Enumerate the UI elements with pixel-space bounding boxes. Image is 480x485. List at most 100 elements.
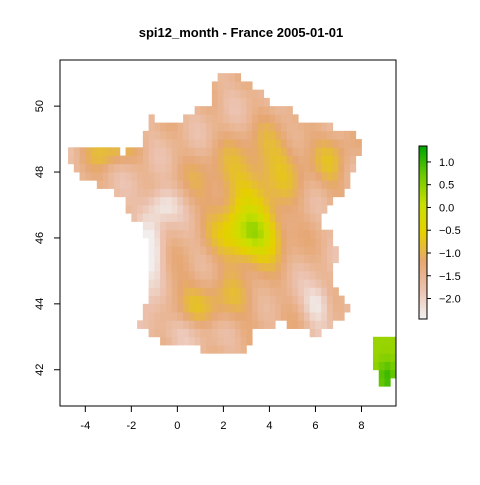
- raster-cell: [234, 295, 242, 305]
- raster-cell: [263, 147, 270, 156]
- raster-cell: [298, 172, 305, 181]
- raster-cell: [148, 163, 155, 173]
- legend-color-step: [419, 218, 427, 222]
- raster-cell: [326, 237, 334, 247]
- raster-cell: [240, 89, 247, 99]
- raster-cell: [298, 163, 305, 173]
- y-tick-label: 50: [34, 100, 46, 112]
- raster-cell: [315, 246, 322, 255]
- raster-cell: [349, 155, 357, 165]
- raster-cell: [188, 295, 196, 305]
- raster-cell: [148, 279, 155, 288]
- raster-cell: [131, 196, 138, 206]
- raster-cell: [234, 336, 242, 346]
- raster-cell: [263, 213, 270, 222]
- raster-cell: [206, 114, 213, 124]
- raster-cell: [165, 229, 173, 239]
- raster-cell: [286, 287, 293, 297]
- raster-cell: [309, 147, 316, 156]
- raster-cell: [252, 97, 259, 107]
- raster-cell: [171, 155, 178, 165]
- raster-cell: [372, 336, 380, 346]
- raster-cell: [154, 295, 161, 305]
- legend-color-step: [419, 189, 427, 193]
- raster-cell: [194, 196, 201, 206]
- raster-cell: [194, 254, 201, 264]
- raster-cell: [114, 155, 121, 165]
- raster-cell: [188, 279, 196, 288]
- raster-cell: [211, 213, 219, 222]
- x-tick-label: -2: [126, 420, 136, 432]
- raster-cell: [229, 188, 236, 198]
- raster-cell: [252, 287, 259, 297]
- raster-cell: [240, 336, 247, 346]
- raster-cell: [194, 114, 201, 124]
- raster-cell: [217, 270, 224, 280]
- raster-cell: [223, 106, 230, 115]
- raster-cell: [160, 188, 167, 198]
- raster-cell: [275, 221, 282, 231]
- raster-cell: [303, 303, 311, 313]
- raster-cell: [165, 163, 173, 173]
- raster-cell: [154, 155, 161, 165]
- raster-cell: [211, 89, 219, 99]
- raster-cell: [85, 155, 92, 165]
- raster-cell: [148, 196, 155, 206]
- raster-cell: [292, 172, 299, 181]
- raster-cell: [240, 345, 247, 354]
- raster-cell: [263, 262, 270, 272]
- raster-cell: [303, 122, 311, 132]
- legend-color-step: [419, 171, 427, 176]
- raster-cell: [85, 172, 92, 181]
- raster-cell: [183, 237, 190, 247]
- raster-cell: [332, 163, 339, 173]
- raster-cell: [252, 270, 259, 280]
- raster-cell: [269, 213, 276, 222]
- raster-cell: [326, 163, 334, 173]
- raster-cell: [217, 81, 224, 91]
- raster-cell: [148, 287, 155, 297]
- raster-cell: [217, 254, 224, 264]
- raster-cell: [263, 180, 270, 189]
- raster-cell: [298, 262, 305, 272]
- raster-cell: [303, 254, 311, 264]
- raster-cell: [240, 204, 247, 214]
- raster-cell: [298, 213, 305, 222]
- raster-cell: [275, 188, 282, 198]
- raster-cell: [171, 295, 178, 305]
- raster-cell: [165, 221, 173, 231]
- legend-tick-label: −2.0: [439, 294, 461, 306]
- raster-cell: [246, 188, 253, 198]
- raster-cell: [252, 122, 259, 132]
- raster-cell: [338, 130, 345, 140]
- raster-cell: [321, 172, 328, 181]
- raster-cell: [303, 172, 311, 181]
- raster-cell: [240, 106, 247, 115]
- raster-cell: [286, 295, 293, 305]
- raster-cell: [321, 237, 328, 247]
- raster-cell: [280, 279, 288, 288]
- legend-color-step: [419, 284, 427, 288]
- raster-cell: [286, 229, 293, 239]
- raster-cell: [223, 139, 230, 148]
- raster-cell: [280, 155, 288, 165]
- raster-cell: [286, 262, 293, 272]
- raster-cell: [188, 213, 196, 222]
- raster-cell: [229, 237, 236, 247]
- raster-cell: [263, 163, 270, 173]
- raster-cell: [200, 163, 207, 173]
- raster-cell: [229, 89, 236, 99]
- raster-cell: [223, 237, 230, 247]
- raster-cell: [171, 180, 178, 189]
- legend-color-step: [419, 169, 427, 173]
- raster-cell: [240, 147, 247, 156]
- raster-cell: [321, 279, 328, 288]
- raster-cell: [229, 320, 236, 329]
- raster-cell: [263, 287, 270, 297]
- raster-cell: [349, 163, 357, 173]
- raster-cell: [234, 106, 242, 115]
- raster-cell: [275, 303, 282, 313]
- raster-cell: [263, 122, 270, 132]
- raster-cell: [269, 204, 276, 214]
- raster-cell: [108, 147, 115, 156]
